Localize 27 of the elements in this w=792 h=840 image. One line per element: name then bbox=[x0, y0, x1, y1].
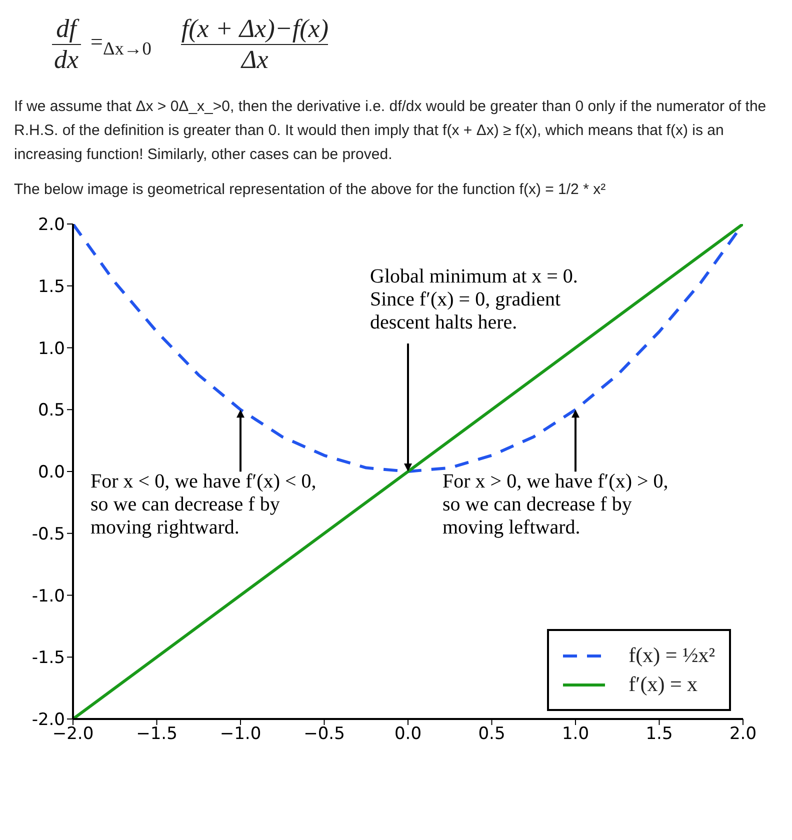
x-tick-label: −1.5 bbox=[136, 724, 178, 744]
text: f(x + Δx)−f(x) bbox=[181, 14, 328, 44]
text: Δx bbox=[181, 44, 328, 75]
x-tick-label: 0.0 bbox=[394, 724, 422, 744]
x-tick-label: 1.0 bbox=[562, 724, 590, 744]
y-tick-label: -0.5 bbox=[32, 524, 65, 544]
annotation: For x > 0, we have f′(x) > 0, so we can decrease f by moving leftward. bbox=[442, 470, 668, 539]
y-tick-label: 1.0 bbox=[38, 338, 65, 359]
text: If we assume that Δx > 0Δ_x_>0, then the derivative i.e. df/dx would be greater than 0 only if the numerator of the R.H.S. of the definition is greater than 0. It would then imply that f(x + Δx) ≥ f(x), which means that f(x) is an increasing function! Similarly, other cases can be proved. bbox=[14, 97, 768, 165]
legend-label: f(x) = ½x² bbox=[628, 643, 715, 668]
y-tick-label: 1.5 bbox=[38, 276, 65, 297]
text: dx bbox=[52, 44, 81, 75]
annotation: Global minimum at x = 0. Since f′(x) = 0, gradient descent halts here. bbox=[370, 266, 578, 334]
y-tick-label: -1.5 bbox=[32, 648, 65, 668]
y-tick-label: 0.5 bbox=[38, 400, 65, 421]
x-tick-label: 1.5 bbox=[646, 724, 673, 744]
x-tick-label: −1.0 bbox=[220, 724, 262, 744]
annotation: For x < 0, we have f′(x) < 0, so we can decrease f by moving rightward. bbox=[90, 470, 316, 539]
x-tick-label: 2.0 bbox=[729, 724, 757, 744]
x-tick-label: −0.5 bbox=[304, 724, 345, 744]
text: =$_{Δx→0}$ bbox=[90, 29, 152, 60]
y-tick-label: 0.0 bbox=[38, 462, 65, 483]
x-tick-label: 0.5 bbox=[478, 724, 506, 744]
y-tick-label: -1.0 bbox=[32, 586, 65, 606]
y-tick-label: 2.0 bbox=[38, 215, 65, 236]
legend-label: f′(x) = x bbox=[628, 672, 698, 697]
text: The below image is geometrical representation of the above for the function f(x) = 1/2 * x² bbox=[14, 181, 607, 198]
